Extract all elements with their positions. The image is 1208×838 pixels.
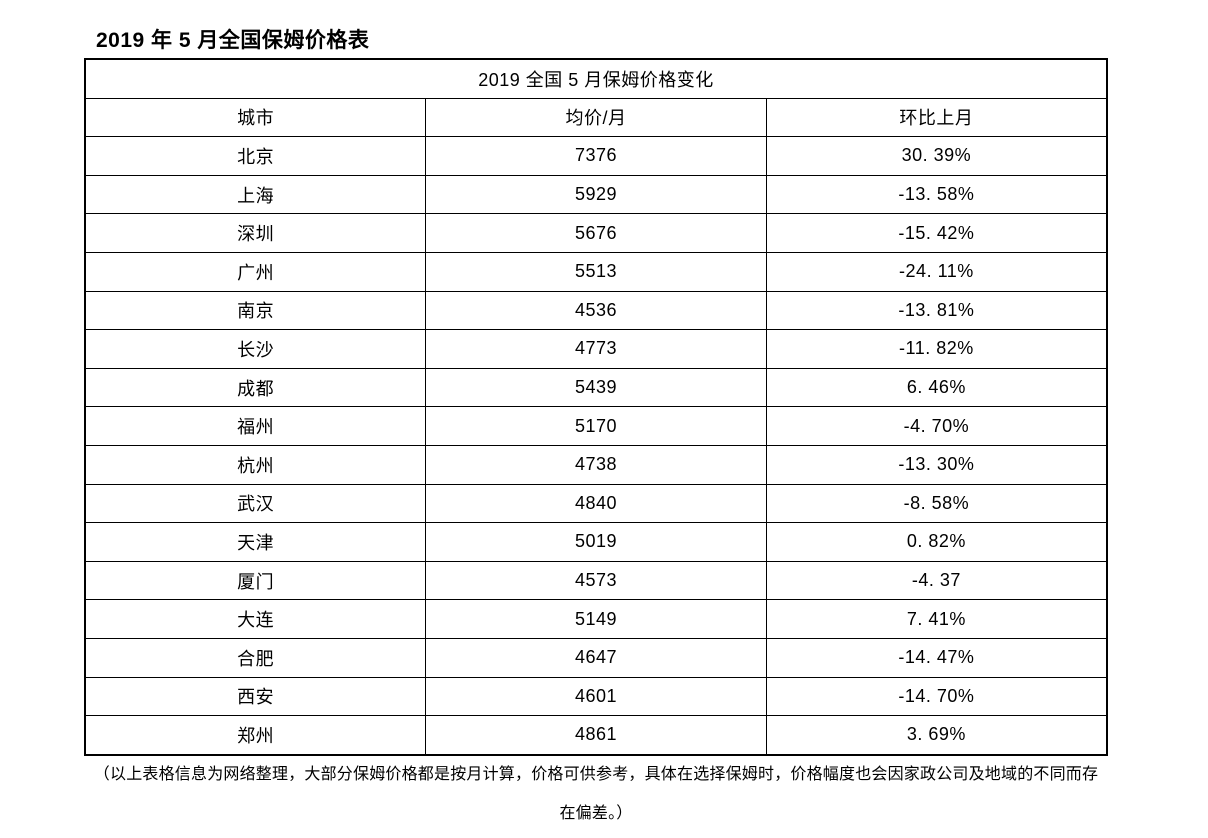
table-row: 广州 5513 -24. 11% — [84, 251, 1108, 292]
table-row: 成都 5439 6. 46% — [84, 367, 1108, 408]
city-cell: 深圳 — [84, 213, 427, 253]
city-cell: 上海 — [84, 174, 427, 215]
change-cell: -13. 81% — [765, 290, 1108, 331]
table-row: 福州 5170 -4. 70% — [84, 406, 1108, 446]
change-cell: -13. 30% — [765, 444, 1108, 485]
price-cell: 4861 — [425, 715, 767, 756]
price-cell: 5019 — [425, 522, 767, 562]
table-row: 天津 5019 0. 82% — [84, 522, 1108, 562]
change-cell: -4. 70% — [765, 406, 1108, 446]
price-cell: 5170 — [425, 406, 767, 446]
city-cell: 成都 — [84, 367, 427, 408]
change-cell: 30. 39% — [765, 136, 1108, 176]
city-cell: 武汉 — [84, 483, 427, 524]
table-row: 大连 5149 7. 41% — [84, 599, 1108, 639]
city-cell: 广州 — [84, 251, 427, 292]
table-caption: 2019 全国 5 月保姆价格变化 — [84, 58, 1108, 99]
city-cell: 杭州 — [84, 444, 427, 485]
price-cell: 5439 — [425, 367, 767, 408]
city-cell: 天津 — [84, 522, 427, 562]
change-cell: 7. 41% — [765, 599, 1108, 639]
table-row: 西安 4601 -14. 70% — [84, 676, 1108, 717]
header-price: 均价/月 — [425, 97, 767, 138]
price-cell: 4647 — [425, 637, 767, 678]
price-cell: 4573 — [425, 560, 767, 601]
table-row: 深圳 5676 -15. 42% — [84, 213, 1108, 253]
change-cell: -15. 42% — [765, 213, 1108, 253]
change-cell: -13. 58% — [765, 174, 1108, 215]
header-city: 城市 — [84, 97, 427, 138]
price-cell: 5513 — [425, 251, 767, 292]
table-row: 长沙 4773 -11. 82% — [84, 329, 1108, 369]
city-cell: 南京 — [84, 290, 427, 331]
city-cell: 郑州 — [84, 715, 427, 756]
header-change: 环比上月 — [765, 97, 1108, 138]
change-cell: -4. 37 — [765, 560, 1108, 601]
table-row: 杭州 4738 -13. 30% — [84, 444, 1108, 485]
city-cell: 长沙 — [84, 329, 427, 369]
change-cell: 0. 82% — [765, 522, 1108, 562]
city-cell: 厦门 — [84, 560, 427, 601]
change-cell: 6. 46% — [765, 367, 1108, 408]
change-cell: -8. 58% — [765, 483, 1108, 524]
price-cell: 4601 — [425, 676, 767, 717]
city-cell: 北京 — [84, 136, 427, 176]
table-row: 武汉 4840 -8. 58% — [84, 483, 1108, 524]
change-cell: -24. 11% — [765, 251, 1108, 292]
change-cell: -14. 47% — [765, 637, 1108, 678]
change-cell: 3. 69% — [765, 715, 1108, 756]
price-cell: 4773 — [425, 329, 767, 369]
footnote: （以上表格信息为网络整理，大部分保姆价格都是按月计算，价格可供参考，具体在选择保… — [93, 766, 1099, 822]
price-cell: 4536 — [425, 290, 767, 331]
change-cell: -14. 70% — [765, 676, 1108, 717]
table-row: 北京 7376 30. 39% — [84, 136, 1108, 176]
table-row: 合肥 4647 -14. 47% — [84, 637, 1108, 678]
city-cell: 西安 — [84, 676, 427, 717]
table-row: 郑州 4861 3. 69% — [84, 715, 1108, 756]
table-header-row: 城市 均价/月 环比上月 — [84, 97, 1108, 138]
city-cell: 福州 — [84, 406, 427, 446]
price-table: 2019 全国 5 月保姆价格变化 城市 均价/月 环比上月 北京 7376 30.… — [84, 58, 1108, 756]
price-cell: 5929 — [425, 174, 767, 215]
table-row: 上海 5929 -13. 58% — [84, 174, 1108, 215]
table-row: 厦门 4573 -4. 37 — [84, 560, 1108, 601]
table-row: 南京 4536 -13. 81% — [84, 290, 1108, 331]
table-caption-row: 2019 全国 5 月保姆价格变化 — [84, 58, 1108, 99]
price-cell: 4840 — [425, 483, 767, 524]
city-cell: 大连 — [84, 599, 427, 639]
price-cell: 4738 — [425, 444, 767, 485]
page-title: 2019 年 5 月全国保姆价格表 — [96, 29, 370, 52]
price-cell: 5676 — [425, 213, 767, 253]
table-body: 北京 7376 30. 39% 上海 5929 -13. 58% 深圳 5676 -15. 42… — [84, 136, 1108, 756]
change-cell: -11. 82% — [765, 329, 1108, 369]
price-cell: 5149 — [425, 599, 767, 639]
price-cell: 7376 — [425, 136, 767, 176]
city-cell: 合肥 — [84, 637, 427, 678]
